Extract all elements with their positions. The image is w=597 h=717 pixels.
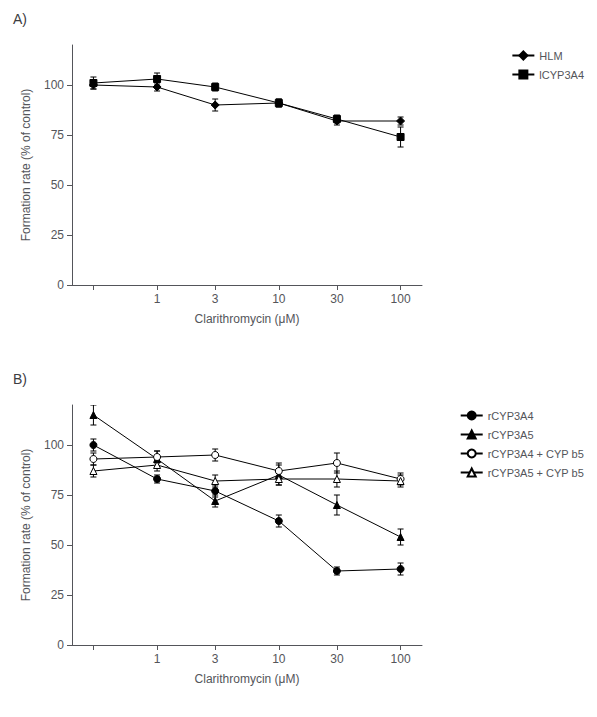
svg-text:0: 0 <box>57 638 64 652</box>
svg-text:1: 1 <box>154 652 161 666</box>
svg-text:rCYP3A4 + CYP b5: rCYP3A4 + CYP b5 <box>488 448 584 460</box>
svg-text:100: 100 <box>391 652 411 666</box>
svg-text:75: 75 <box>51 488 65 502</box>
svg-text:75: 75 <box>51 128 65 142</box>
svg-text:3: 3 <box>212 652 219 666</box>
svg-text:100: 100 <box>44 78 64 92</box>
svg-text:0: 0 <box>57 278 64 292</box>
svg-text:10: 10 <box>272 652 286 666</box>
svg-text:HLM: HLM <box>539 50 562 62</box>
svg-text:100: 100 <box>44 438 64 452</box>
svg-text:Formation rate (% of control): Formation rate (% of control) <box>19 449 33 602</box>
svg-text:50: 50 <box>51 538 65 552</box>
svg-text:30: 30 <box>330 292 344 306</box>
svg-text:30: 30 <box>330 652 344 666</box>
svg-text:rCYP3A5 + CYP b5: rCYP3A5 + CYP b5 <box>488 467 584 479</box>
svg-text:Clarithromycin (μM): Clarithromycin (μM) <box>195 672 300 686</box>
svg-text:A): A) <box>13 11 27 27</box>
svg-text:Clarithromycin (μM): Clarithromycin (μM) <box>195 312 300 326</box>
svg-text:rCYP3A4: rCYP3A4 <box>488 410 534 422</box>
svg-text:25: 25 <box>51 228 65 242</box>
svg-text:25: 25 <box>51 588 65 602</box>
svg-text:1: 1 <box>154 292 161 306</box>
svg-text:50: 50 <box>51 178 65 192</box>
svg-text:100: 100 <box>391 292 411 306</box>
svg-text:rCYP3A5: rCYP3A5 <box>488 429 534 441</box>
svg-text:lCYP3A4: lCYP3A4 <box>539 69 584 81</box>
svg-text:B): B) <box>13 371 27 387</box>
svg-text:Formation rate (% of control): Formation rate (% of control) <box>19 89 33 242</box>
svg-text:10: 10 <box>272 292 286 306</box>
svg-text:3: 3 <box>212 292 219 306</box>
